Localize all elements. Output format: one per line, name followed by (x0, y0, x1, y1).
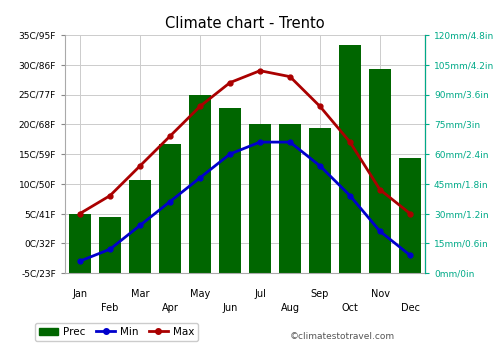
Text: Jan: Jan (72, 289, 88, 299)
Bar (159, 144, 181, 273)
Text: Oct: Oct (342, 303, 358, 313)
Text: Mar: Mar (131, 289, 149, 299)
Text: Apr: Apr (162, 303, 178, 313)
Text: Aug: Aug (280, 303, 299, 313)
Text: ©climatestotravel.com: ©climatestotravel.com (290, 332, 395, 341)
Legend: Prec, Min, Max: Prec, Min, Max (35, 323, 198, 341)
Text: Nov: Nov (370, 289, 390, 299)
Title: Climate chart - Trento: Climate chart - Trento (165, 16, 325, 31)
Bar (309, 128, 331, 273)
Bar (339, 45, 361, 273)
Text: Jun: Jun (222, 303, 238, 313)
Bar (249, 124, 271, 273)
Bar (369, 69, 391, 273)
Bar (399, 158, 421, 273)
Text: Sep: Sep (311, 289, 329, 299)
Bar (219, 108, 241, 273)
Bar (69, 214, 91, 273)
Bar (189, 94, 211, 273)
Bar (129, 180, 151, 273)
Bar (99, 217, 121, 273)
Text: Jul: Jul (254, 289, 266, 299)
Bar (279, 124, 301, 273)
Text: Dec: Dec (400, 303, 419, 313)
Text: Feb: Feb (102, 303, 118, 313)
Text: May: May (190, 289, 210, 299)
